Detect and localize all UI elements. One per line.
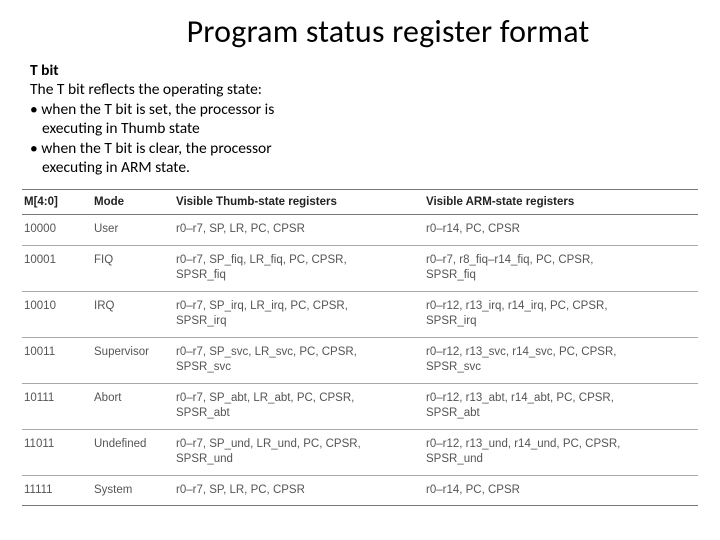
- cell-thumb: r0–r7, SP, LR, PC, CPSR: [174, 475, 424, 506]
- table-row: 10011Supervisorr0–r7, SP_svc, LR_svc, PC…: [22, 337, 698, 383]
- cell-thumb: r0–r7, SP_und, LR_und, PC, CPSR,SPSR_und: [174, 429, 424, 475]
- cell-m: 10011: [22, 337, 92, 383]
- mode-table: M[4:0] Mode Visible Thumb-state register…: [22, 189, 698, 506]
- cell-m: 10010: [22, 291, 92, 337]
- cell-m: 10000: [22, 215, 92, 246]
- cell-arm: r0–r12, r13_svc, r14_svc, PC, CPSR,SPSR_…: [424, 337, 698, 383]
- tbit-heading: T bit: [30, 61, 360, 80]
- bullet-1-cont: executing in Thumb state: [30, 119, 360, 138]
- bullet-2-line: • when the T bit is clear, the processor: [30, 139, 360, 158]
- col-header-m: M[4:0]: [22, 190, 92, 215]
- cell-thumb: r0–r7, SP_irq, LR_irq, PC, CPSR,SPSR_irq: [174, 291, 424, 337]
- cell-m: 10001: [22, 245, 92, 291]
- cell-mode: System: [92, 475, 174, 506]
- cell-arm: r0–r12, r13_irq, r14_irq, PC, CPSR,SPSR_…: [424, 291, 698, 337]
- table-row: 10000Userr0–r7, SP, LR, PC, CPSRr0–r14, …: [22, 215, 698, 246]
- cell-mode: Supervisor: [92, 337, 174, 383]
- cell-arm: r0–r14, PC, CPSR: [424, 215, 698, 246]
- cell-arm: r0–r14, PC, CPSR: [424, 475, 698, 506]
- table-header-row: M[4:0] Mode Visible Thumb-state register…: [22, 190, 698, 215]
- col-header-arm: Visible ARM-state registers: [424, 190, 698, 215]
- cell-mode: User: [92, 215, 174, 246]
- slide: Program status register format T bit The…: [0, 0, 720, 506]
- cell-thumb: r0–r7, SP_svc, LR_svc, PC, CPSR,SPSR_svc: [174, 337, 424, 383]
- cell-m: 10111: [22, 383, 92, 429]
- table-row: 10001FIQr0–r7, SP_fiq, LR_fiq, PC, CPSR,…: [22, 245, 698, 291]
- cell-arm: r0–r7, r8_fiq–r14_fiq, PC, CPSR,SPSR_fiq: [424, 245, 698, 291]
- col-header-thumb: Visible Thumb-state registers: [174, 190, 424, 215]
- table-body: 10000Userr0–r7, SP, LR, PC, CPSRr0–r14, …: [22, 215, 698, 506]
- cell-mode: Undefined: [92, 429, 174, 475]
- cell-m: 11111: [22, 475, 92, 506]
- cell-thumb: r0–r7, SP, LR, PC, CPSR: [174, 215, 424, 246]
- cell-m: 11011: [22, 429, 92, 475]
- bullet-1-line: • when the T bit is set, the processor i…: [30, 100, 360, 119]
- col-header-mode: Mode: [92, 190, 174, 215]
- body-text: T bit The T bit reflects the operating s…: [30, 61, 360, 177]
- page-title: Program status register format: [78, 12, 698, 51]
- cell-mode: Abort: [92, 383, 174, 429]
- tbit-intro: The T bit reflects the operating state:: [30, 80, 360, 99]
- cell-mode: IRQ: [92, 291, 174, 337]
- mode-table-wrap: M[4:0] Mode Visible Thumb-state register…: [22, 189, 698, 506]
- table-row: 11011Undefinedr0–r7, SP_und, LR_und, PC,…: [22, 429, 698, 475]
- table-row: 11111Systemr0–r7, SP, LR, PC, CPSRr0–r14…: [22, 475, 698, 506]
- cell-thumb: r0–r7, SP_abt, LR_abt, PC, CPSR,SPSR_abt: [174, 383, 424, 429]
- cell-arm: r0–r12, r13_und, r14_und, PC, CPSR,SPSR_…: [424, 429, 698, 475]
- table-row: 10111Abortr0–r7, SP_abt, LR_abt, PC, CPS…: [22, 383, 698, 429]
- cell-arm: r0–r12, r13_abt, r14_abt, PC, CPSR,SPSR_…: [424, 383, 698, 429]
- bullet-2-cont: executing in ARM state.: [30, 158, 360, 177]
- cell-mode: FIQ: [92, 245, 174, 291]
- table-row: 10010IRQr0–r7, SP_irq, LR_irq, PC, CPSR,…: [22, 291, 698, 337]
- cell-thumb: r0–r7, SP_fiq, LR_fiq, PC, CPSR,SPSR_fiq: [174, 245, 424, 291]
